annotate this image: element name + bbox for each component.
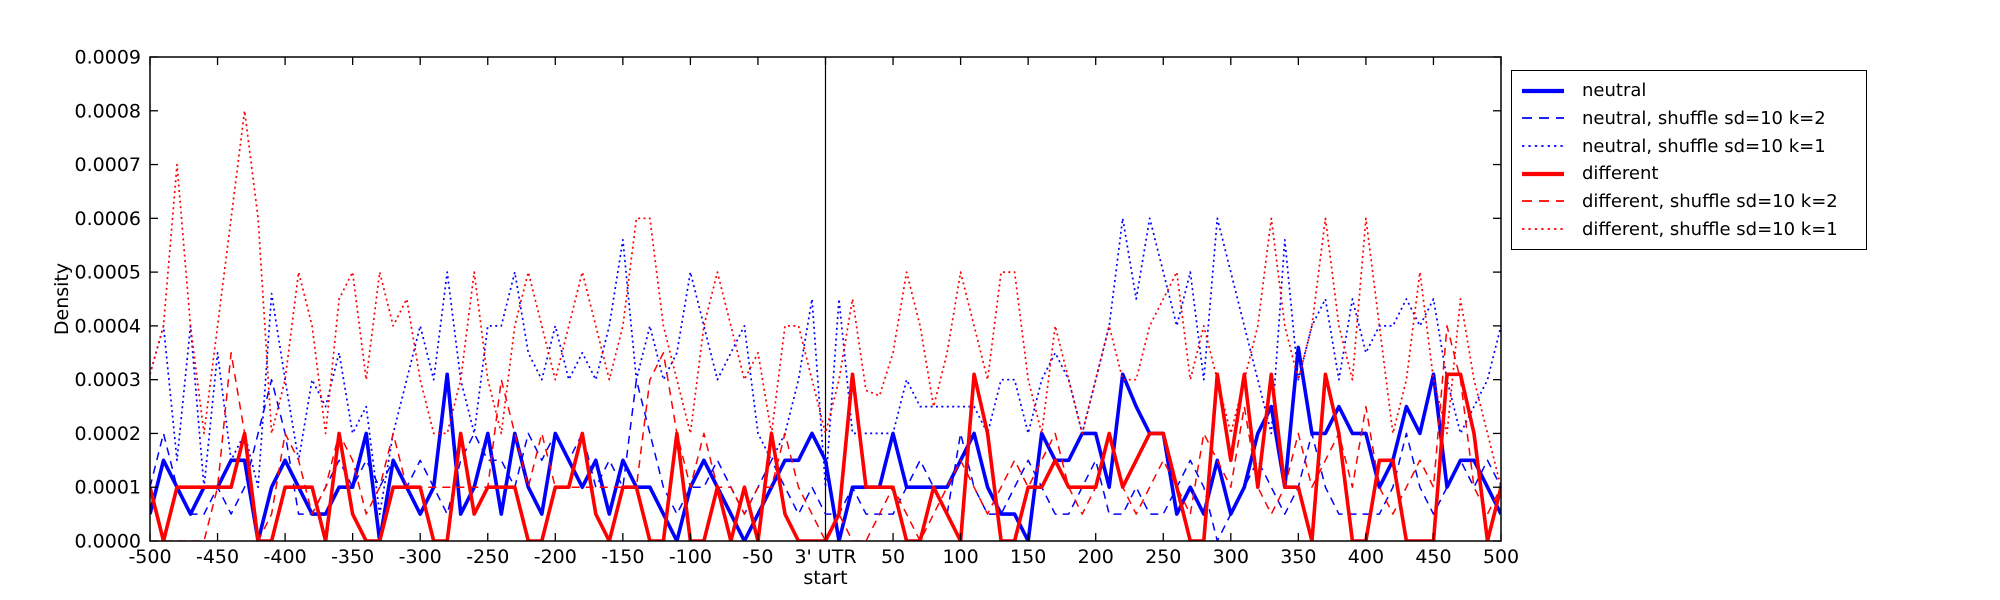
x-tick-label: 400 xyxy=(1348,546,1384,568)
x-tick-label: -500 xyxy=(128,546,171,568)
x-tick-label: 3' UTR xyxy=(794,546,856,568)
legend-item-label: neutral, shuffle sd=10 k=2 xyxy=(1582,107,1826,129)
legend-line-sample-dashed xyxy=(1522,117,1564,120)
x-tick-label: 50 xyxy=(881,546,905,568)
series-line-0 xyxy=(150,345,1501,541)
x-tick-label: 500 xyxy=(1483,546,1519,568)
series-line-1 xyxy=(150,378,1501,541)
legend-item-label: different, shuffle sd=10 k=1 xyxy=(1582,218,1838,240)
y-tick-label: 0.0008 xyxy=(75,100,141,122)
series-line-5 xyxy=(150,109,1501,488)
y-tick-label: 0.0003 xyxy=(75,369,141,391)
legend-line-sample-solid xyxy=(1522,171,1564,176)
x-tick-label: -50 xyxy=(742,546,773,568)
legend-item: neutral, shuffle sd=10 k=1 xyxy=(1520,133,1858,159)
x-tick-label: -350 xyxy=(331,546,374,568)
legend-item-label: different, shuffle sd=10 k=2 xyxy=(1582,190,1838,212)
legend-item-label: different xyxy=(1582,163,1659,185)
y-tick-label: 0.0009 xyxy=(75,47,141,69)
legend-item: different, shuffle sd=10 k=2 xyxy=(1520,188,1858,214)
x-axis-label: start xyxy=(803,567,847,589)
y-axis-label: Density xyxy=(51,263,73,335)
x-tick-label: 200 xyxy=(1078,546,1114,568)
legend-item: neutral xyxy=(1520,78,1858,104)
x-tick-label: -400 xyxy=(264,546,307,568)
x-tick-label: 150 xyxy=(1010,546,1046,568)
x-tick-label: 450 xyxy=(1415,546,1451,568)
series-line-3 xyxy=(150,372,1501,541)
y-tick-label: 0.0005 xyxy=(75,262,141,284)
legend-item-label: neutral, shuffle sd=10 k=1 xyxy=(1582,135,1826,157)
series-line-2 xyxy=(150,217,1501,515)
y-tick-label: 0.0004 xyxy=(75,315,141,337)
legend-item: different, shuffle sd=10 k=1 xyxy=(1520,216,1858,242)
y-tick-label: 0.0000 xyxy=(75,531,141,553)
y-tick-label: 0.0001 xyxy=(75,477,141,499)
x-tick-label: 100 xyxy=(942,546,978,568)
legend-item-label: neutral xyxy=(1582,80,1647,102)
x-tick-label: -450 xyxy=(196,546,239,568)
x-tick-label: -150 xyxy=(601,546,644,568)
x-tick-label: -300 xyxy=(399,546,442,568)
legend: neutral neutral, shuffle sd=10 k=2 neutral… xyxy=(1511,70,1867,250)
legend-item: neutral, shuffle sd=10 k=2 xyxy=(1520,105,1858,131)
legend-line-sample-dotted xyxy=(1522,228,1564,230)
legend-line-sample-solid xyxy=(1522,88,1564,93)
x-tick-label: -100 xyxy=(669,546,712,568)
legend-item: different xyxy=(1520,161,1858,187)
legend-line-sample-dotted xyxy=(1522,145,1564,147)
y-tick-label: 0.0007 xyxy=(75,154,141,176)
x-tick-label: -200 xyxy=(534,546,577,568)
x-tick-label: 300 xyxy=(1213,546,1249,568)
legend-line-sample-dashed xyxy=(1522,200,1564,203)
x-tick-label: -250 xyxy=(466,546,509,568)
y-tick-label: 0.0002 xyxy=(75,423,141,445)
x-tick-label: 350 xyxy=(1280,546,1316,568)
x-tick-label: 250 xyxy=(1145,546,1181,568)
y-tick-label: 0.0006 xyxy=(75,208,141,230)
